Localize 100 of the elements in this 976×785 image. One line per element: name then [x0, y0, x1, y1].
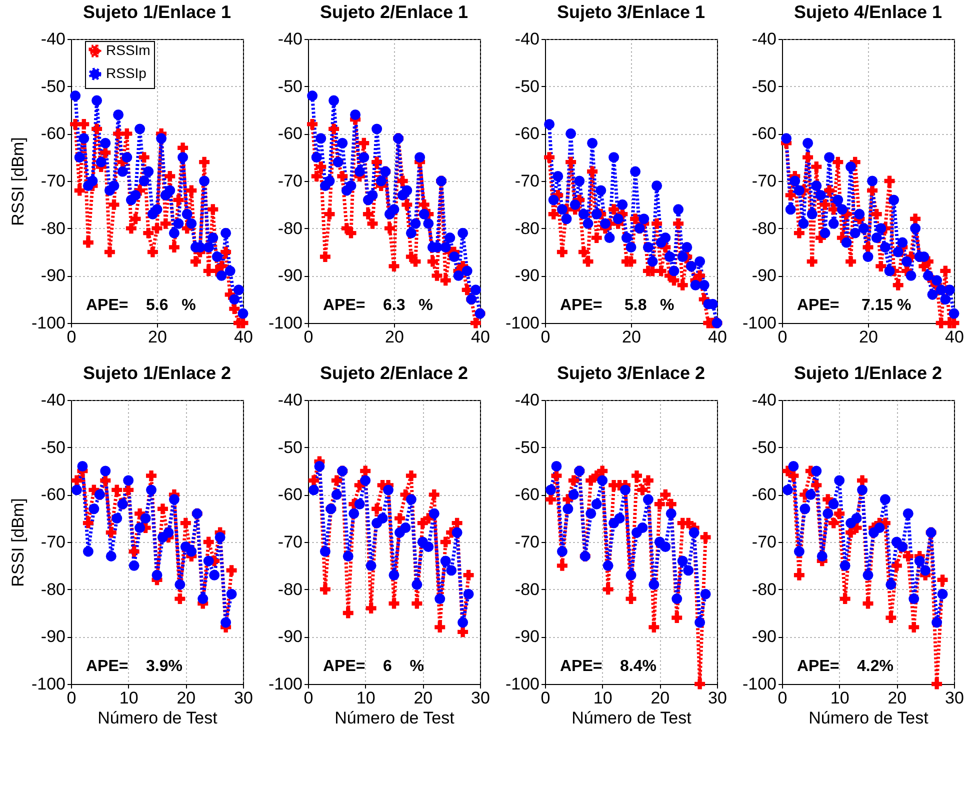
- point: [100, 475, 111, 486]
- point: [846, 162, 856, 172]
- point: [828, 518, 839, 528]
- point: [367, 218, 378, 229]
- point: [664, 252, 675, 262]
- point: [880, 242, 890, 252]
- point: [346, 228, 356, 238]
- point: [788, 461, 799, 472]
- point: [346, 180, 356, 191]
- legend-label: RSSIm: [106, 42, 150, 58]
- point: [342, 550, 354, 562]
- point: [694, 256, 706, 267]
- point: [822, 508, 834, 519]
- y-tick-label: -70: [278, 172, 302, 190]
- point: [320, 251, 330, 262]
- point: [552, 171, 564, 182]
- point: [862, 242, 874, 253]
- point: [631, 470, 642, 481]
- point: [937, 574, 948, 586]
- point: [173, 194, 184, 206]
- y-tick-label: -90: [752, 266, 776, 286]
- y-tick-label: -80: [752, 580, 776, 599]
- x-tick-label: 20: [148, 328, 167, 346]
- point: [104, 246, 115, 258]
- point: [614, 513, 625, 524]
- y-tick-label: -60: [752, 124, 776, 144]
- x-tick-label: 0: [304, 688, 314, 708]
- point: [688, 527, 700, 538]
- chart-title: Sujeto 3/Enlace 2: [556, 363, 706, 383]
- point: [106, 527, 116, 538]
- point: [597, 475, 608, 486]
- annotation: APE= 6 %: [323, 658, 424, 675]
- point: [440, 242, 451, 252]
- y-tick-label: -40: [278, 30, 302, 48]
- point: [316, 133, 326, 144]
- point: [788, 470, 799, 481]
- point: [324, 176, 335, 186]
- point: [448, 252, 460, 262]
- y-tick-label: -100: [505, 674, 540, 694]
- y-tick-label: -90: [752, 627, 776, 646]
- y-tick-label: -50: [40, 438, 66, 457]
- point: [307, 118, 318, 130]
- point: [173, 218, 184, 229]
- y-tick-label: -80: [278, 580, 302, 599]
- annotation: APE= 4.2%: [797, 658, 894, 675]
- point: [666, 508, 676, 519]
- point: [308, 484, 319, 496]
- point: [324, 208, 335, 220]
- point: [122, 128, 132, 139]
- point: [545, 484, 556, 496]
- point: [824, 152, 835, 163]
- point: [545, 494, 556, 505]
- point: [199, 156, 210, 168]
- point: [178, 152, 188, 163]
- point: [562, 504, 574, 514]
- point: [620, 484, 631, 496]
- point: [828, 218, 839, 229]
- point: [862, 252, 874, 262]
- point: [147, 246, 158, 258]
- point: [74, 185, 85, 196]
- y-tick-label: -80: [40, 218, 66, 238]
- point: [802, 138, 814, 148]
- point: [444, 232, 456, 244]
- point: [126, 223, 136, 234]
- point: [372, 504, 382, 514]
- chart-title: Sujeto 1/Enlace 2: [82, 363, 232, 383]
- point: [446, 565, 457, 576]
- point: [850, 228, 860, 238]
- y-tick-label: -70: [752, 172, 776, 190]
- point: [666, 498, 676, 510]
- point: [840, 594, 850, 604]
- point: [556, 204, 568, 215]
- point: [806, 208, 818, 220]
- annotation: APE= 7.15 %: [797, 297, 912, 314]
- y-tick-label: -40: [40, 30, 66, 48]
- x-tick-label: 0: [540, 688, 550, 708]
- point: [168, 242, 180, 253]
- point: [910, 214, 921, 224]
- y-tick-label: -100: [268, 674, 302, 694]
- point: [698, 280, 710, 290]
- point: [143, 228, 154, 238]
- point: [948, 308, 960, 319]
- point: [932, 617, 942, 628]
- x-tick-label: 10: [356, 688, 376, 708]
- y-tick-label: -90: [40, 266, 66, 286]
- chart-title: Sujeto 4/Enlace 1: [794, 2, 942, 22]
- y-tick-label: -60: [752, 485, 776, 504]
- point: [182, 208, 192, 220]
- point: [841, 237, 852, 248]
- point: [700, 532, 711, 543]
- point: [648, 579, 660, 590]
- point: [794, 570, 804, 580]
- point: [672, 612, 682, 623]
- point: [871, 208, 882, 220]
- y-tick-label: -40: [752, 30, 776, 48]
- y-tick-label: -70: [514, 172, 540, 190]
- point: [591, 208, 602, 220]
- y-tick-label: -60: [514, 124, 540, 144]
- point: [802, 152, 814, 163]
- point: [331, 475, 342, 486]
